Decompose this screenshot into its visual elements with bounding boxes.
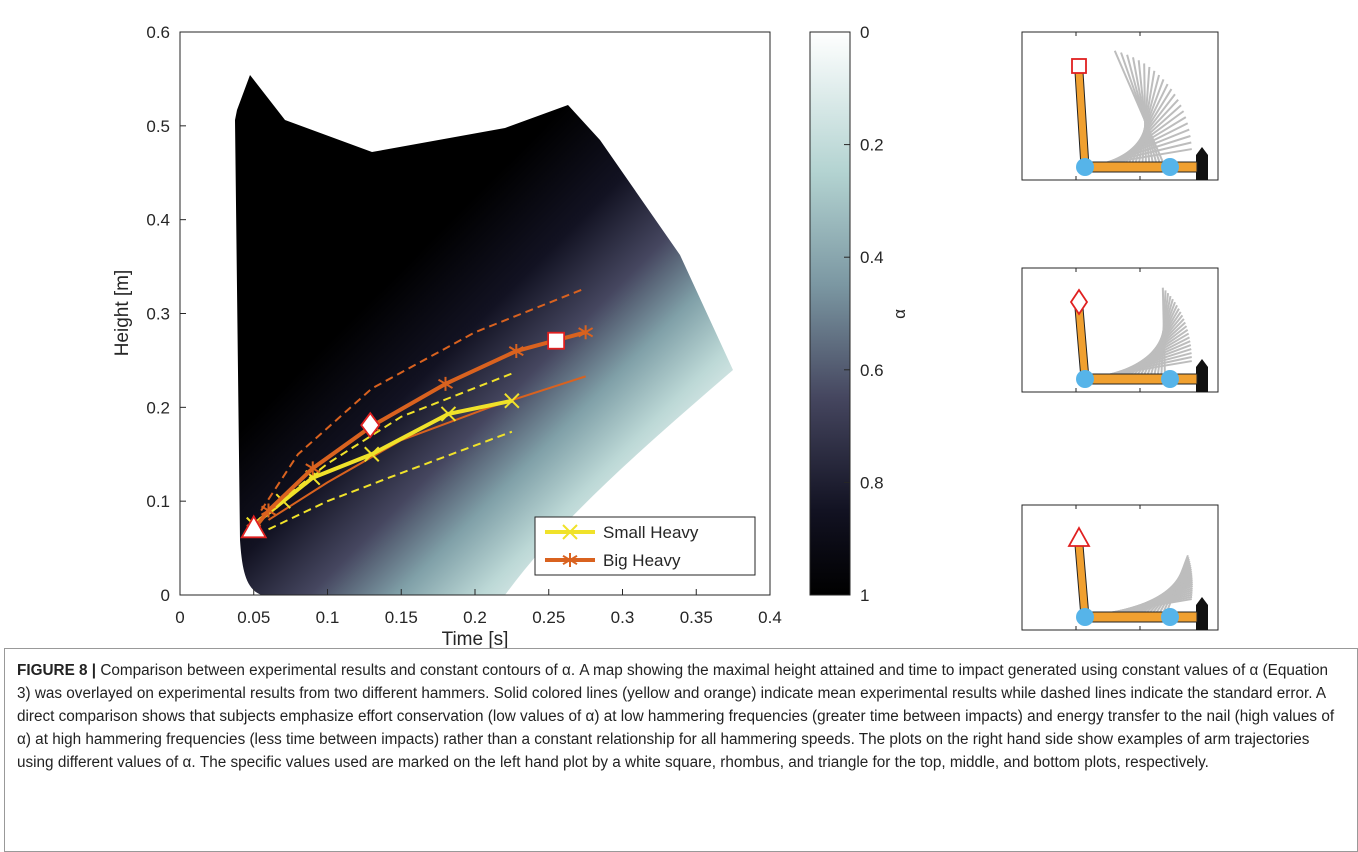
error-line xyxy=(260,287,586,512)
highlight-square xyxy=(547,331,566,350)
marker xyxy=(275,493,291,509)
marker xyxy=(578,325,594,340)
trajectory-line xyxy=(1113,50,1166,168)
x-tick-label: 0.3 xyxy=(611,608,635,627)
marker-stroke xyxy=(275,493,291,509)
arm-lower xyxy=(1084,611,1198,623)
figure: Time [s] Height [m] 0 0.05 0.1 0.15 0.2 0.25 0… xyxy=(112,23,1219,648)
marker xyxy=(504,393,520,409)
arm-lower xyxy=(1084,373,1198,385)
marker-stroke xyxy=(562,553,578,567)
y-tick-label: 0.5 xyxy=(146,117,170,136)
x-tick-label: 0.25 xyxy=(532,608,565,627)
x-tick-label: 0.1 xyxy=(316,608,340,627)
x-tick-label: 0.4 xyxy=(758,608,782,627)
highlight-diamond xyxy=(360,411,381,439)
caption-label: FIGURE 8 | xyxy=(17,662,97,679)
y-tick-label: 0.3 xyxy=(146,305,170,324)
colorbar-tick-label: 0.6 xyxy=(860,361,884,380)
error-line xyxy=(267,372,513,512)
caption: FIGURE 8 | Comparison between experiment… xyxy=(4,648,1358,852)
joint xyxy=(1161,158,1179,176)
panel-frame xyxy=(1021,31,1219,181)
nail xyxy=(1196,359,1208,392)
colorbar-tick-label: 0 xyxy=(860,23,869,42)
joint xyxy=(1161,370,1179,388)
x-axis-label: Time [s] xyxy=(442,629,509,648)
marker xyxy=(562,553,578,567)
pose-marker xyxy=(1069,288,1089,316)
x-tick-label: 0 xyxy=(175,608,184,627)
legend-box xyxy=(534,516,756,576)
joint xyxy=(1161,608,1179,626)
joint xyxy=(1076,158,1094,176)
marker-stroke xyxy=(305,461,321,476)
y-tick-label: 0.2 xyxy=(146,398,170,417)
trajectory-line xyxy=(1164,554,1189,618)
nail xyxy=(1196,597,1208,630)
colorbar-tick-label: 0.8 xyxy=(860,473,884,492)
marker-stroke xyxy=(437,376,454,391)
marker xyxy=(440,406,457,422)
caption-text: Comparison between experimental results … xyxy=(17,662,1335,771)
marker-stroke xyxy=(260,503,277,518)
marker-stroke xyxy=(578,325,594,340)
marker-stroke xyxy=(364,446,380,462)
marker-stroke xyxy=(562,524,578,540)
pose-marker xyxy=(1071,58,1087,74)
marker xyxy=(364,446,380,462)
y-axis-label: Height [m] xyxy=(112,270,133,357)
marker-stroke xyxy=(504,393,520,409)
marker xyxy=(508,344,524,359)
marker xyxy=(305,461,321,476)
pose-marker xyxy=(1067,526,1091,547)
legend-label: Small Heavy xyxy=(603,523,699,542)
marker xyxy=(437,376,454,391)
marker-stroke xyxy=(440,406,457,422)
plot: 0 0.05 0.1 0.15 0.2 0.25 0.3 0.35 0.4 0 0.1 0.2 0.3 0… xyxy=(146,23,909,627)
error-line xyxy=(268,430,513,531)
arm-lower xyxy=(1084,161,1198,173)
marker xyxy=(562,524,578,540)
colorbar xyxy=(809,31,851,596)
colorbar-tick-label: 0.2 xyxy=(860,136,884,155)
y-tick-label: 0 xyxy=(161,586,170,605)
y-tick-label: 0.6 xyxy=(146,23,170,42)
marker xyxy=(260,503,277,518)
y-tick-label: 0.1 xyxy=(146,492,170,511)
nail xyxy=(1196,147,1208,180)
x-tick-label: 0.35 xyxy=(680,608,713,627)
x-tick-label: 0.15 xyxy=(385,608,418,627)
trajectory-line xyxy=(1161,287,1166,380)
highlight-triangle xyxy=(240,514,268,539)
arm-panels xyxy=(1021,31,1219,631)
legend-label: Big Heavy xyxy=(603,551,681,570)
y-tick-label: 0.4 xyxy=(146,211,170,230)
x-tick-label: 0.05 xyxy=(237,608,270,627)
x-tick-label: 0.2 xyxy=(463,608,487,627)
colorbar-label: α xyxy=(890,309,909,319)
joint xyxy=(1076,608,1094,626)
joint xyxy=(1076,370,1094,388)
colorbar-tick-label: 1 xyxy=(860,586,869,605)
colorbar-tick-label: 0.4 xyxy=(860,248,884,267)
marker-stroke xyxy=(508,344,524,359)
